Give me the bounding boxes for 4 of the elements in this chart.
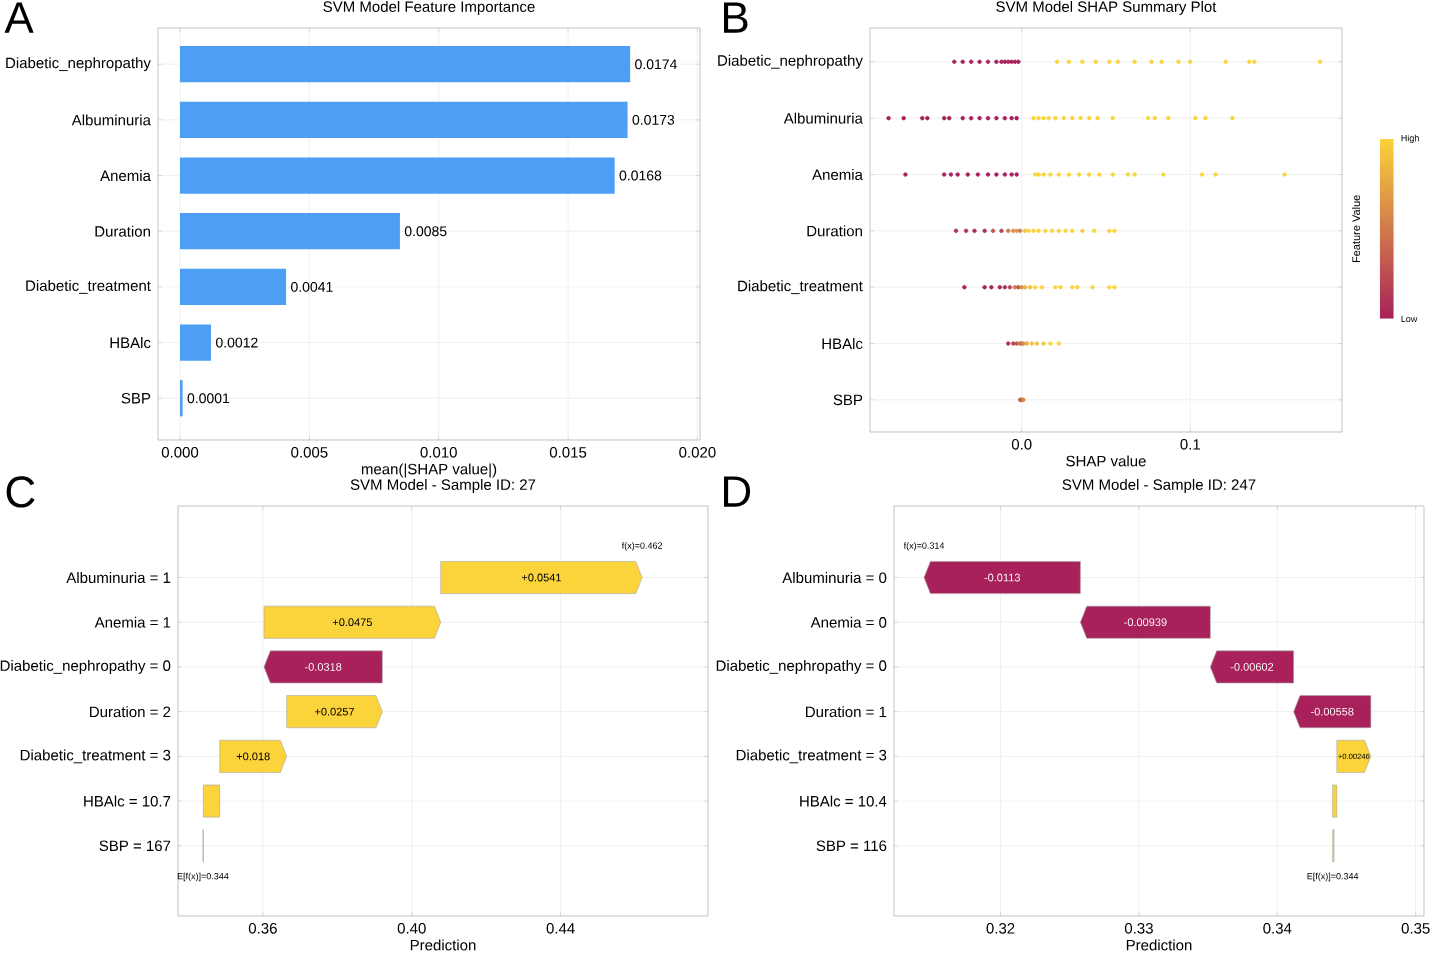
- text: D: [724, 476, 751, 507]
- text: B: [724, 2, 748, 33]
- text: C: [6, 476, 35, 508]
- text: A: [4, 2, 34, 33]
